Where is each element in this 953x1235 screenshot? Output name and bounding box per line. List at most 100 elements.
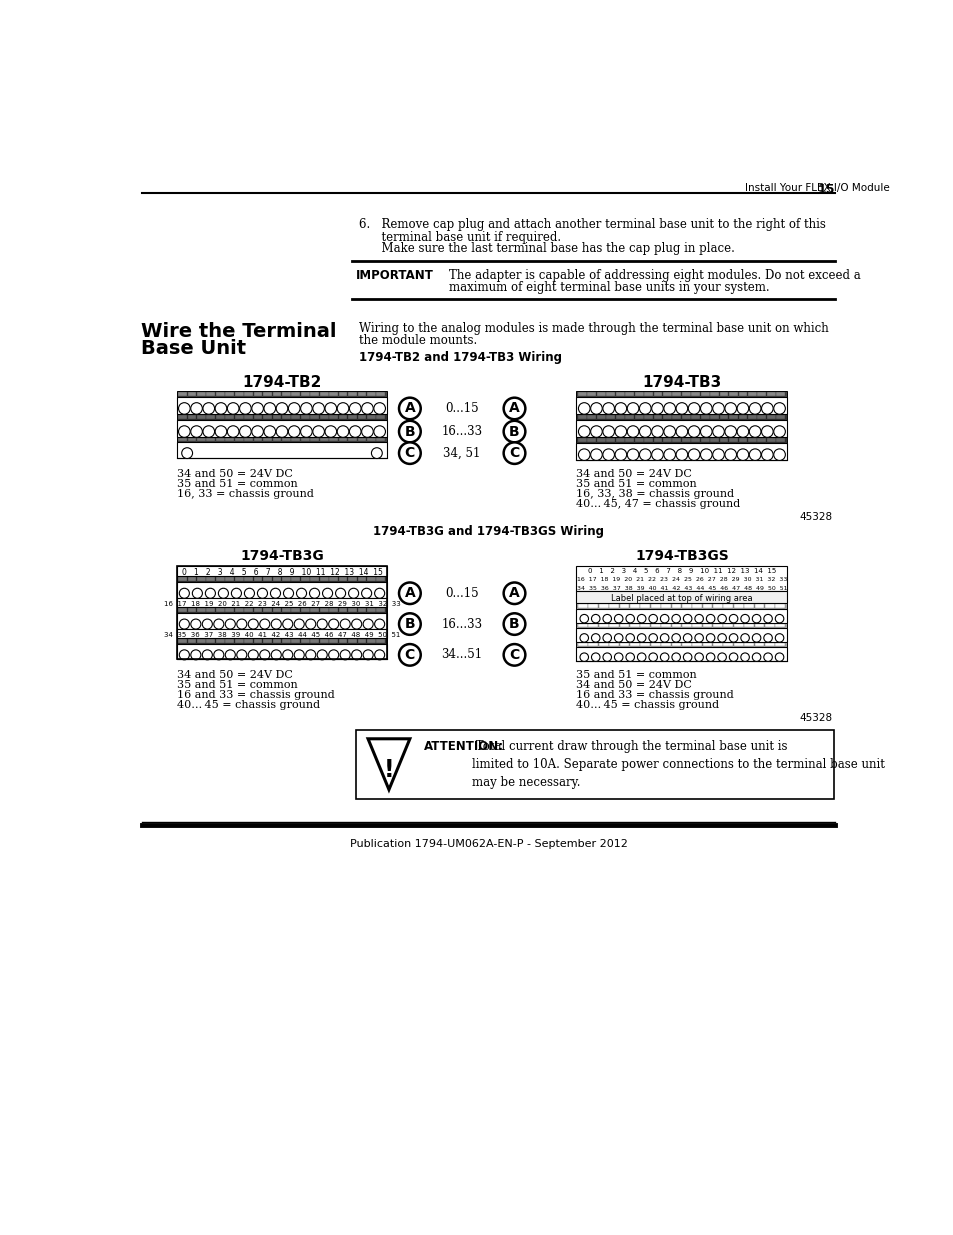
Bar (576, 414, 786, 420)
Bar (188, 438, 196, 441)
Bar (263, 438, 272, 441)
Bar (273, 638, 281, 643)
Bar (348, 438, 356, 441)
Bar (357, 415, 366, 419)
Bar (692, 643, 701, 646)
Circle shape (763, 615, 772, 622)
Bar (754, 604, 763, 608)
Circle shape (729, 634, 737, 642)
Text: B: B (509, 618, 519, 631)
Bar (348, 391, 356, 395)
Circle shape (602, 403, 614, 414)
Bar (616, 415, 624, 419)
Circle shape (590, 426, 601, 437)
Bar (357, 578, 366, 582)
Bar (273, 415, 281, 419)
Circle shape (578, 448, 590, 461)
Bar (733, 604, 742, 608)
Bar (348, 578, 356, 582)
Bar (206, 438, 215, 441)
Bar (225, 391, 233, 395)
Circle shape (773, 448, 784, 461)
Circle shape (614, 634, 622, 642)
Bar (743, 604, 753, 608)
Circle shape (248, 650, 258, 659)
Text: 16 and 33 = chassis ground: 16 and 33 = chassis ground (576, 690, 734, 700)
Bar (206, 415, 215, 419)
Bar (743, 643, 753, 646)
Bar (338, 578, 347, 582)
Circle shape (748, 448, 760, 461)
Bar (757, 438, 765, 442)
Bar (634, 391, 643, 395)
Bar (576, 396, 786, 414)
Bar (775, 604, 784, 608)
Text: maximum of eight terminal base units in your system.: maximum of eight terminal base units in … (448, 280, 768, 294)
Circle shape (193, 588, 202, 598)
Bar (310, 638, 319, 643)
Circle shape (361, 403, 373, 414)
Circle shape (398, 398, 420, 419)
Bar (215, 391, 225, 395)
Text: Label placed at top of wiring area: Label placed at top of wiring area (611, 594, 752, 603)
Text: C: C (509, 648, 519, 662)
Circle shape (602, 426, 614, 437)
Bar (178, 578, 187, 582)
Bar (712, 624, 722, 626)
Bar (624, 415, 634, 419)
Circle shape (651, 426, 662, 437)
Circle shape (694, 653, 702, 662)
Bar (671, 643, 680, 646)
Bar (691, 438, 700, 442)
Circle shape (252, 403, 263, 414)
Bar (376, 415, 385, 419)
Bar (263, 415, 272, 419)
Circle shape (648, 634, 657, 642)
Circle shape (705, 615, 714, 622)
Bar (576, 437, 786, 443)
Bar (244, 415, 253, 419)
Text: 16, 33, 38 = chassis ground: 16, 33, 38 = chassis ground (576, 489, 734, 499)
Circle shape (271, 619, 281, 629)
Bar (643, 391, 652, 395)
Bar (188, 609, 196, 613)
Bar (618, 643, 629, 646)
Bar (215, 415, 225, 419)
Bar (576, 420, 786, 437)
Circle shape (503, 614, 525, 635)
Circle shape (760, 403, 772, 414)
Circle shape (615, 403, 626, 414)
Text: 16...33: 16...33 (441, 425, 482, 438)
Bar (576, 647, 786, 661)
Bar (376, 391, 385, 395)
Circle shape (717, 634, 725, 642)
Text: 34 and 50 = 24V DC: 34 and 50 = 24V DC (576, 469, 692, 479)
Bar (329, 638, 337, 643)
Bar (766, 415, 775, 419)
Circle shape (615, 448, 626, 461)
Text: 45328: 45328 (799, 511, 831, 521)
Bar (300, 638, 310, 643)
Text: 40… 45 = chassis ground: 40… 45 = chassis ground (576, 700, 719, 710)
Circle shape (363, 619, 373, 629)
Bar (367, 578, 375, 582)
Bar (319, 638, 328, 643)
Circle shape (375, 619, 384, 629)
Bar (733, 624, 742, 626)
Text: 1794-TB3G: 1794-TB3G (240, 548, 323, 563)
Bar (757, 391, 765, 395)
Bar (733, 643, 742, 646)
Circle shape (232, 588, 241, 598)
Bar (700, 438, 709, 442)
Circle shape (181, 448, 193, 458)
Bar (225, 415, 233, 419)
Bar (743, 624, 753, 626)
Text: 1794-TB3: 1794-TB3 (641, 375, 720, 390)
Circle shape (671, 653, 679, 662)
Circle shape (763, 653, 772, 662)
Bar (609, 604, 618, 608)
Bar (587, 438, 596, 442)
Bar (662, 391, 671, 395)
Circle shape (191, 403, 202, 414)
Bar (300, 438, 310, 441)
